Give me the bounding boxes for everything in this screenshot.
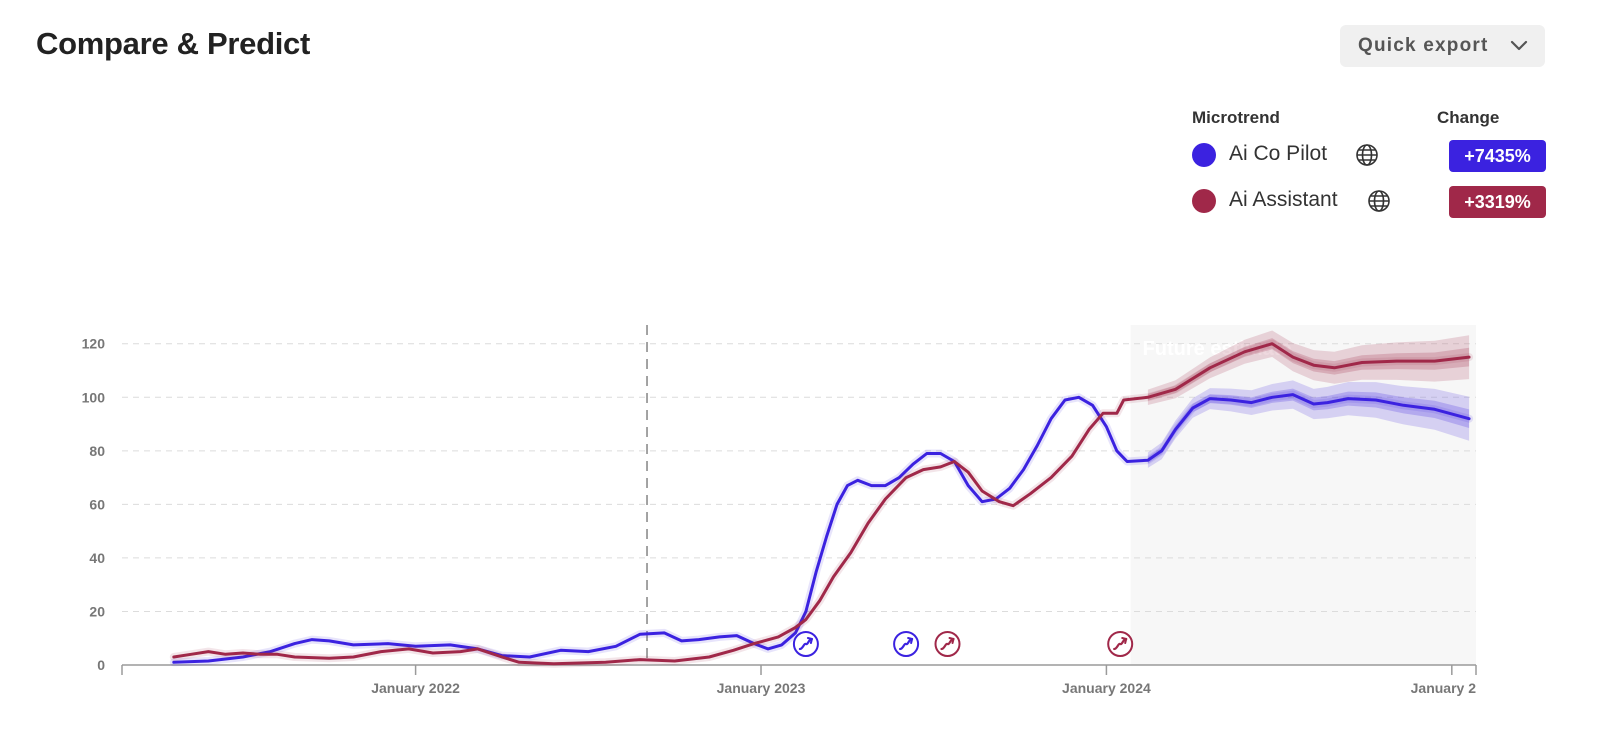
- forecast-band-outer-1: [1147, 330, 1470, 405]
- forecast-band-inner-1: [1147, 338, 1470, 401]
- change-badge: +3319%: [1449, 186, 1546, 218]
- trend-marker-squiggle: [798, 637, 814, 651]
- trend-marker-arrow: [948, 637, 955, 644]
- trend-marker-arrow: [806, 637, 813, 644]
- trend-marker-arrow: [907, 637, 914, 644]
- change-header: Change: [1437, 108, 1500, 127]
- legend-item-label: Ai Assistant: [1229, 188, 1338, 211]
- y-tick-label: 100: [82, 389, 106, 405]
- chevron-down-icon: [1510, 40, 1528, 51]
- y-tick-label: 0: [97, 657, 105, 673]
- x-tick-label: January 2024: [1062, 680, 1151, 696]
- globe-icon[interactable]: [1355, 143, 1379, 167]
- trend-marker-squiggle: [1113, 637, 1128, 651]
- trend-marker-squiggle: [898, 637, 914, 651]
- quick-export-label: Quick export: [1358, 35, 1489, 56]
- series-color-dot: [1192, 189, 1216, 213]
- series-color-dot: [1192, 143, 1216, 167]
- legend-item-ai-assistant[interactable]: Ai Assistant +3319%: [1192, 186, 1546, 218]
- y-tick-label: 80: [89, 443, 105, 459]
- x-tick-label: January 2023: [717, 680, 806, 696]
- x-tick-label: January 2022: [371, 680, 460, 696]
- trend-marker-icon[interactable]: [792, 631, 819, 657]
- y-tick-label: 20: [89, 603, 105, 619]
- page-title: Compare & Predict: [36, 26, 310, 61]
- legend: Microtrend Change Ai Co Pilot +7435% Ai …: [1180, 100, 1550, 230]
- series-line-1: [172, 342, 1471, 666]
- quick-export-button[interactable]: Quick export: [1340, 25, 1545, 67]
- globe-icon[interactable]: [1367, 189, 1391, 213]
- y-tick-label: 120: [82, 336, 106, 352]
- forecast-band-inner-0: [1147, 388, 1470, 464]
- legend-item-label: Ai Co Pilot: [1229, 142, 1328, 165]
- x-tick-label: January 2: [1411, 680, 1477, 696]
- trend-marker-icon[interactable]: [893, 631, 920, 657]
- future-estimate-label: Future estimate: [1143, 338, 1292, 360]
- trend-marker-arrow: [1121, 637, 1128, 644]
- microtrend-header: Microtrend: [1192, 108, 1280, 127]
- legend-item-ai-co-pilot[interactable]: Ai Co Pilot +7435%: [1192, 140, 1546, 172]
- trend-marker-icon[interactable]: [934, 631, 961, 657]
- trend-marker-icon[interactable]: [1107, 631, 1134, 657]
- y-tick-label: 60: [89, 496, 105, 512]
- y-tick-label: 40: [89, 550, 105, 566]
- change-badge: +7435%: [1449, 140, 1546, 172]
- trend-marker-squiggle: [940, 637, 955, 651]
